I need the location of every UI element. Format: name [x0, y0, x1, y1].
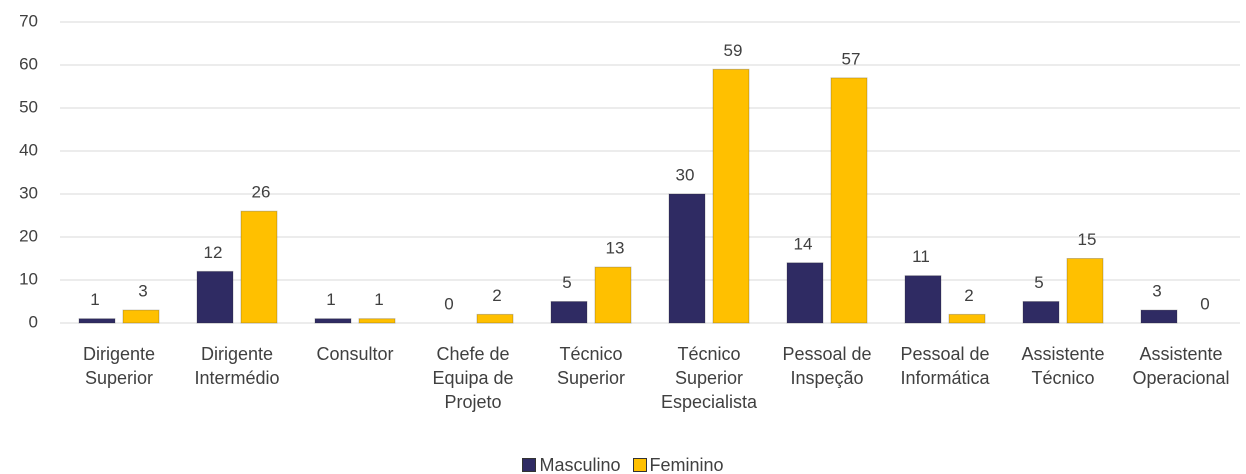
legend-swatch: [632, 458, 647, 472]
value-label: 2: [492, 286, 501, 305]
y-tick-label: 20: [19, 226, 38, 245]
x-tick-label: Pessoal de Inspeção: [782, 344, 872, 388]
y-tick-label: 60: [19, 54, 38, 73]
x-tick-label: Dirigente Superior: [82, 344, 156, 388]
legend-swatch: [522, 458, 537, 472]
value-label: 5: [562, 273, 571, 292]
value-label: 1: [90, 290, 99, 309]
value-label: 0: [1200, 294, 1209, 313]
x-tick-label: Técnico Superior Especialista: [660, 344, 758, 412]
legend-item: Feminino: [632, 455, 724, 474]
y-tick-label: 0: [29, 312, 38, 331]
bar: [358, 318, 396, 324]
value-label: 57: [842, 49, 861, 68]
bar: [1066, 258, 1104, 324]
value-label: 30: [676, 165, 695, 184]
bar: [314, 318, 352, 324]
x-tick-label: Chefe de Equipa de Projeto: [432, 344, 514, 412]
bar: [122, 309, 160, 324]
bar: [948, 313, 986, 324]
bar: [196, 270, 234, 324]
value-label: 12: [204, 243, 223, 262]
bar: [830, 77, 868, 324]
y-tick-label: 50: [19, 97, 38, 116]
value-label: 3: [138, 282, 147, 301]
value-label: 26: [252, 183, 271, 202]
bar: [550, 301, 588, 324]
value-label: 14: [794, 234, 813, 253]
bar: [476, 313, 514, 324]
value-label: 59: [724, 41, 743, 60]
bar: [1140, 309, 1178, 324]
bar: [712, 68, 750, 324]
y-tick-label: 10: [19, 269, 38, 288]
legend-label: Feminino: [649, 455, 724, 474]
x-tick-label: Assistente Técnico: [1021, 344, 1105, 388]
legend-label: Masculino: [539, 455, 621, 474]
y-tick-label: 70: [19, 11, 38, 30]
bar: [668, 193, 706, 324]
value-label: 13: [606, 239, 625, 258]
bar: [1022, 301, 1060, 324]
x-tick-label: Técnico Superior: [556, 344, 626, 388]
value-label: 11: [912, 247, 930, 266]
bar: [904, 275, 942, 324]
x-tick-label: Pessoal de Informática: [900, 344, 990, 388]
value-label: 1: [374, 290, 383, 309]
legend-item: Masculino: [522, 455, 621, 474]
value-label: 5: [1034, 273, 1043, 292]
bar: [786, 262, 824, 324]
bar: [594, 266, 632, 324]
value-label: 0: [444, 294, 453, 313]
value-label: 15: [1078, 230, 1097, 249]
legend: Masculino Feminino: [0, 455, 1246, 474]
y-tick-label: 30: [19, 183, 38, 202]
x-tick-label: Consultor: [316, 344, 394, 364]
bar: [240, 210, 278, 324]
bar: [78, 318, 116, 324]
x-tick-label: Dirigente Intermédio: [194, 344, 280, 388]
y-tick-label: 40: [19, 140, 38, 159]
value-label: 1: [326, 290, 335, 309]
x-tick-label: Assistente Operacional: [1132, 344, 1230, 388]
value-label: 3: [1152, 282, 1161, 301]
value-label: 2: [964, 286, 973, 305]
